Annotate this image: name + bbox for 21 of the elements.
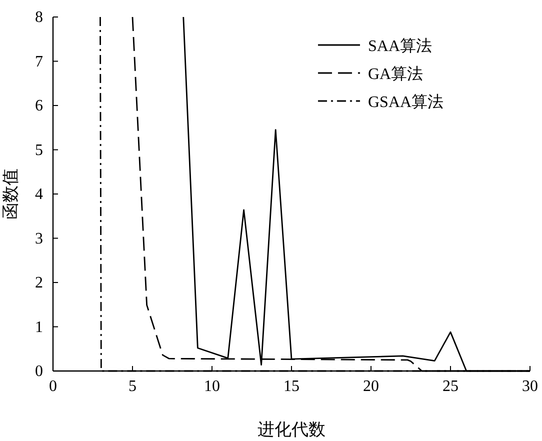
y-tick-label: 3 <box>35 230 43 248</box>
y-tick-label: 4 <box>35 186 43 203</box>
x-axis-title: 进化代数 <box>258 420 326 439</box>
x-tick-label: 15 <box>284 378 300 395</box>
y-tick-label: 7 <box>35 53 43 70</box>
y-axis-title: 函数值 <box>1 168 20 220</box>
legend-label: GA算法 <box>368 65 424 83</box>
y-tick-label: 6 <box>35 98 43 114</box>
x-tick-label: 30 <box>522 378 538 395</box>
y-tick-label: 0 <box>35 363 43 380</box>
y-tick-label: 1 <box>35 318 43 336</box>
y-tick-label: 5 <box>35 142 43 159</box>
y-tick-label: 8 <box>35 9 43 26</box>
legend-label: GSAA算法 <box>368 93 444 111</box>
y-tick-label: 2 <box>35 274 43 292</box>
x-tick-label: 10 <box>204 378 220 395</box>
x-tick-label: 25 <box>442 378 458 395</box>
legend-label: SAA算法 <box>368 37 432 55</box>
x-tick-label: 5 <box>128 378 136 395</box>
x-tick-label: 20 <box>363 378 379 395</box>
x-tick-label: 0 <box>49 378 57 395</box>
